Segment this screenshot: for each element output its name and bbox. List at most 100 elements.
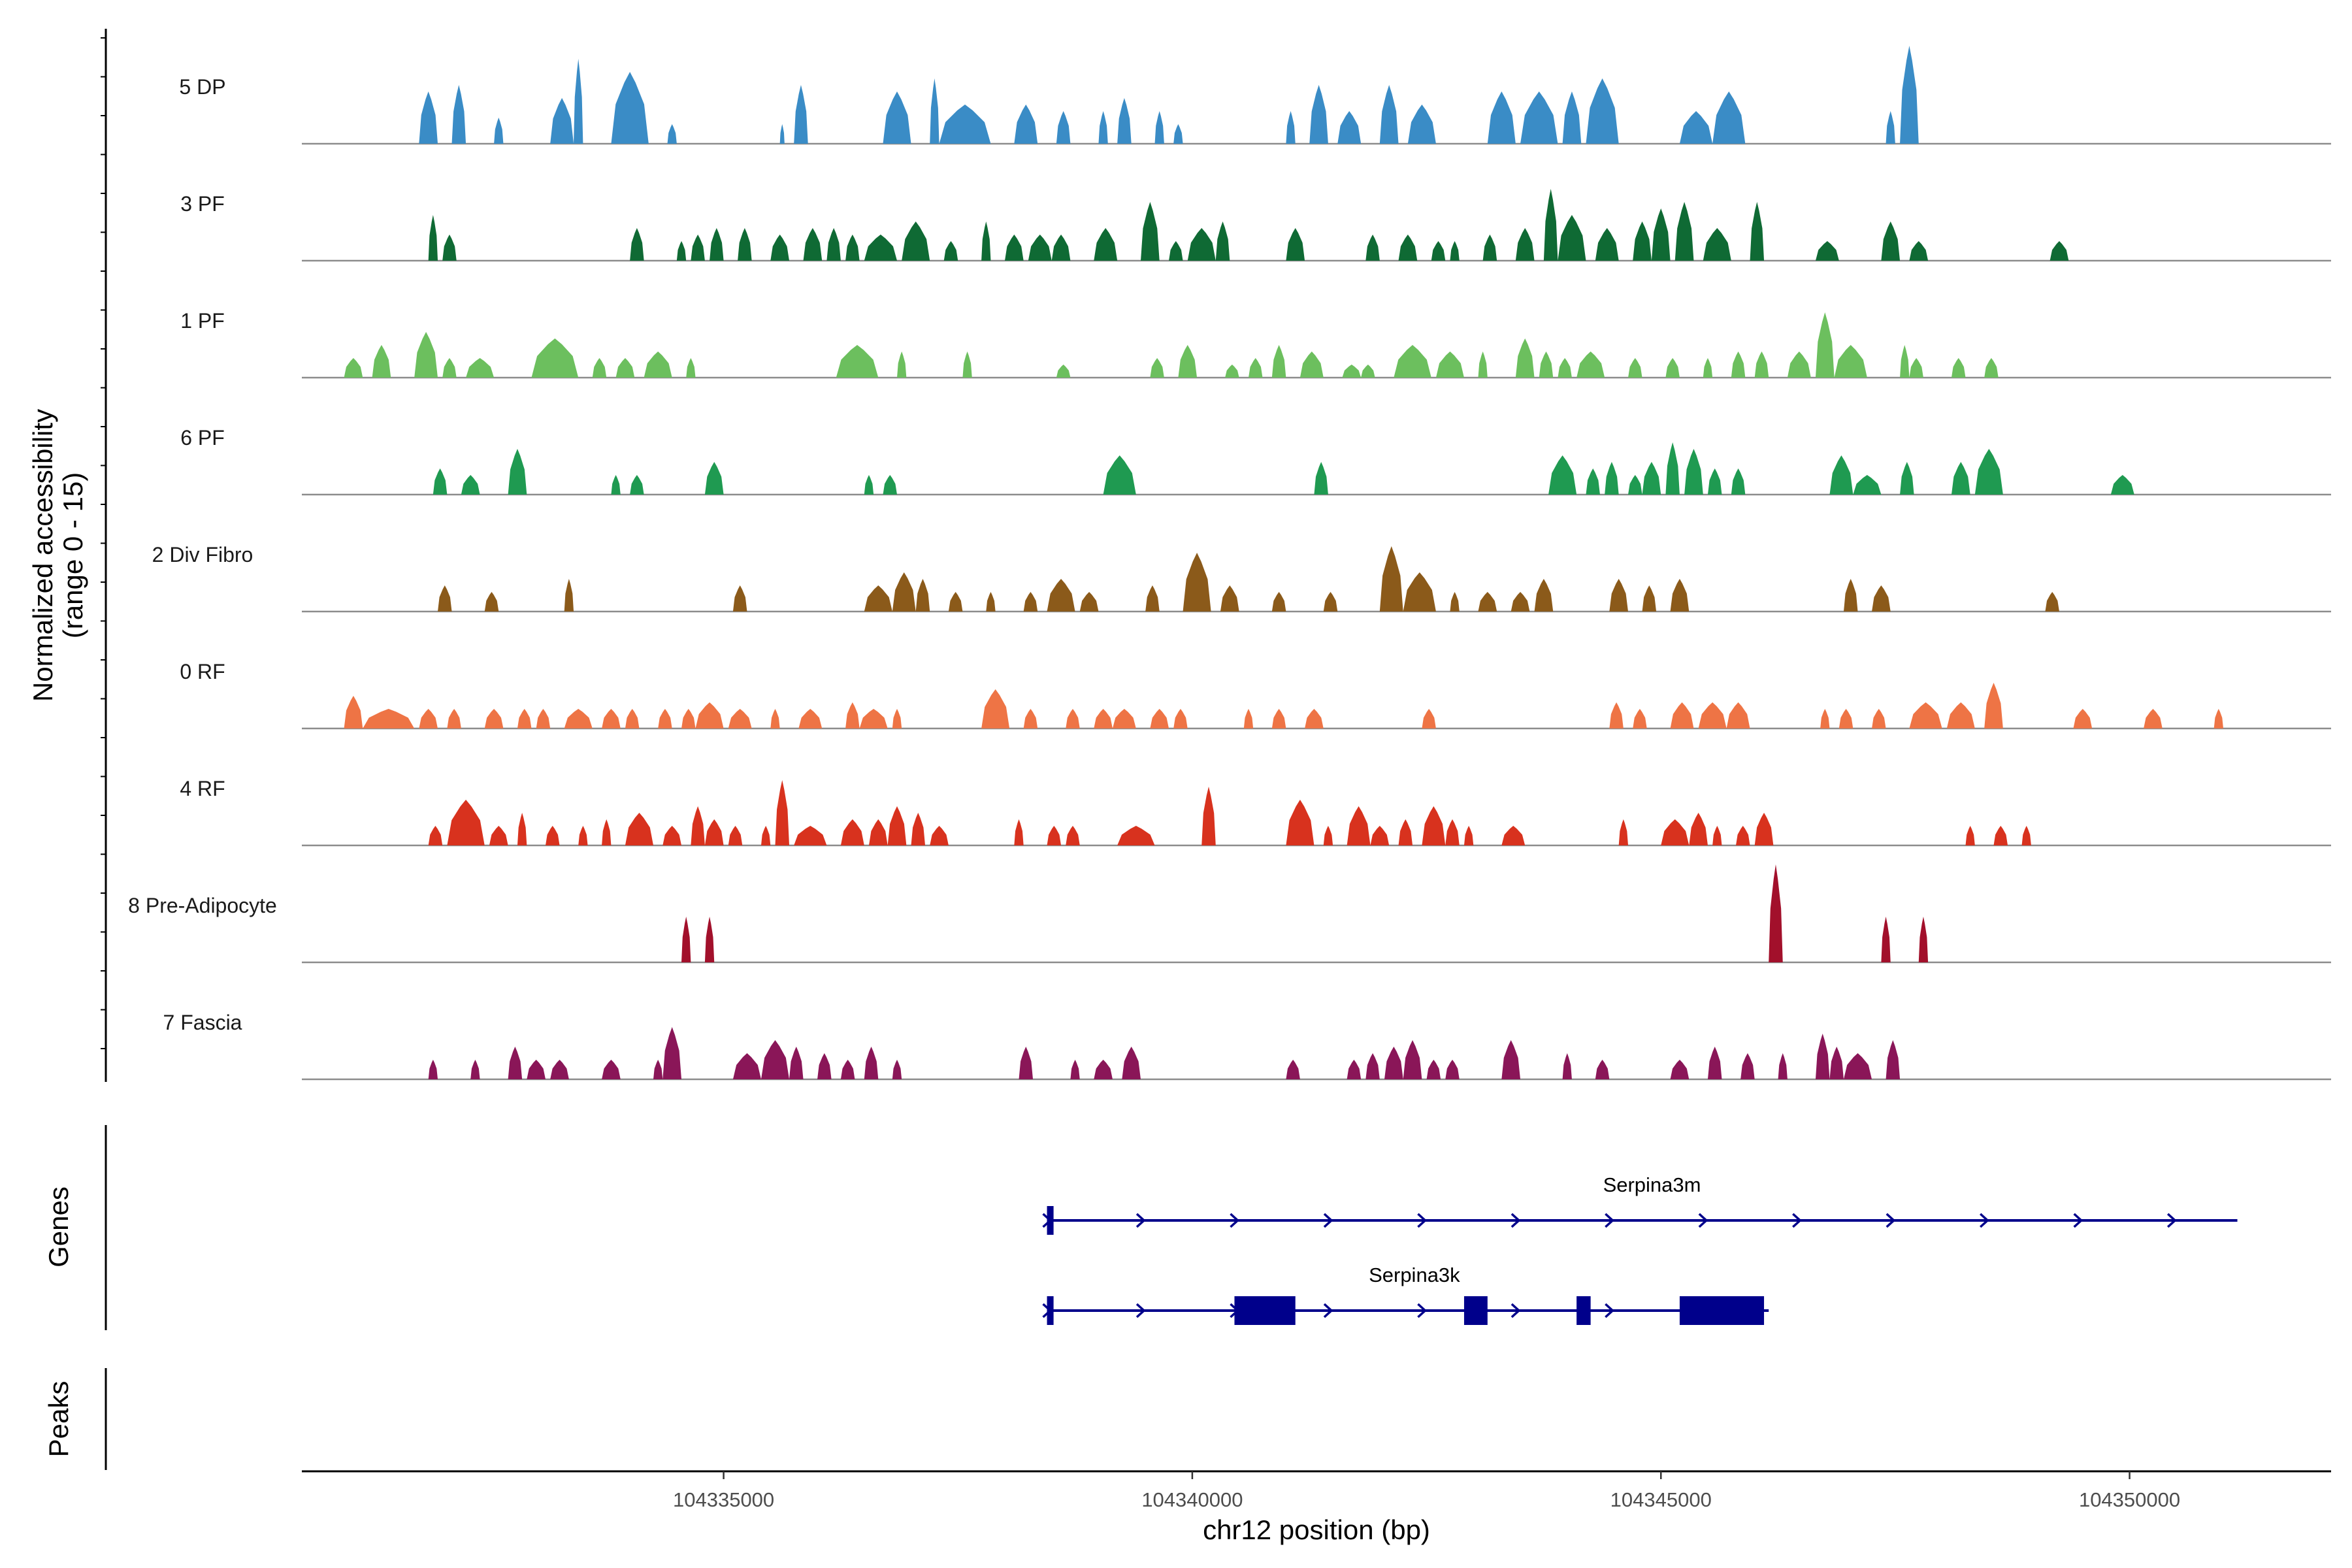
coverage-peak	[508, 1047, 523, 1079]
coverage-peak	[681, 917, 691, 962]
coverage-peak	[1243, 709, 1254, 728]
coverage-peak	[1886, 1040, 1901, 1079]
coverage-tracks: 5 DP 3 PF 1 PF 6 PF 2 Div Fibro 0 RF 4 RF 8 Pre…	[128, 46, 2331, 1081]
coverage-peak	[1843, 579, 1858, 612]
coverage-peak	[1215, 221, 1230, 261]
coverage-peak	[760, 826, 771, 845]
coverage-peak	[770, 709, 780, 728]
coverage-peak	[615, 358, 635, 378]
coverage-peak	[794, 826, 827, 845]
coverage-peak	[1379, 85, 1399, 144]
coverage-peak	[1829, 1047, 1844, 1079]
coverage-peak	[1642, 462, 1661, 495]
coverage-peak	[803, 228, 823, 261]
coverage-peak	[1618, 819, 1629, 845]
coverage-peak	[1117, 826, 1155, 845]
coverage-peak	[836, 345, 879, 378]
coverage-peak	[732, 585, 747, 612]
coverage-peak	[1070, 1060, 1080, 1079]
coverage-peak	[625, 709, 640, 728]
coverage-peak	[1169, 241, 1183, 261]
coverage-peak	[1445, 1060, 1460, 1079]
track-0-rf: 0 RF	[180, 660, 2331, 730]
coverage-peak	[1900, 345, 1910, 378]
coverage-peak	[1562, 91, 1582, 144]
coverage-peak	[1187, 228, 1216, 261]
coverage-peak	[1670, 579, 1690, 612]
coverage-peak	[1394, 345, 1431, 378]
coverage-peak	[2110, 475, 2134, 495]
strand-arrow	[2073, 1213, 2083, 1228]
coverage-peak	[1478, 592, 1497, 612]
coverage-peak	[658, 709, 672, 728]
coverage-peak	[484, 592, 499, 612]
coverage-peak	[1023, 709, 1038, 728]
coverage-peak	[1974, 449, 2003, 495]
coverage-peak	[840, 1060, 855, 1079]
coverage-peak	[602, 819, 612, 845]
track-label: 2 Div Fibro	[152, 543, 253, 566]
coverage-peak	[1754, 351, 1769, 378]
track-2-div-fibro: 2 Div Fibro	[152, 543, 2331, 613]
coverage-peak	[789, 1047, 804, 1079]
coverage-peak	[1703, 358, 1713, 378]
coverage-peak	[1365, 235, 1380, 261]
coverage-peak	[1299, 351, 1324, 378]
gene-serpina3k: Serpina3k	[1042, 1264, 1769, 1325]
coverage-peak	[1220, 585, 1239, 612]
strand-arrow	[1135, 1213, 1146, 1228]
coverage-peak	[1515, 338, 1535, 378]
exon	[1047, 1206, 1054, 1235]
coverage-peak	[1403, 572, 1436, 612]
coverage-peak	[840, 819, 864, 845]
coverage-peak	[630, 228, 644, 261]
coverage-peak	[1674, 202, 1694, 261]
strand-arrow	[1417, 1303, 1428, 1318]
coverage-peak	[738, 228, 752, 261]
coverage-peak	[1918, 917, 1929, 962]
coverage-peak	[1112, 709, 1136, 728]
coverage-peak	[883, 475, 897, 495]
track-8-pre-adipocyte: 8 Pre-Adipocyte	[128, 864, 2331, 964]
coverage-peak	[1150, 358, 1164, 378]
coverage-peak	[1731, 468, 1746, 495]
coverage-peak	[1872, 585, 1891, 612]
coverage-peak	[1815, 241, 1839, 261]
coverage-peak	[1422, 709, 1436, 728]
track-4-rf: 4 RF	[180, 777, 2331, 847]
coverage-peak	[428, 1060, 438, 1079]
coverage-peak	[1984, 683, 2003, 728]
coverage-peak	[419, 709, 438, 728]
coverage-peak	[1815, 1034, 1830, 1079]
coverage-peak	[1909, 702, 1942, 728]
coverage-peak	[451, 85, 466, 144]
coverage-peak	[611, 72, 649, 144]
coverage-peak	[1435, 351, 1464, 378]
coverage-peak	[2213, 709, 2224, 728]
coverage-peak	[1605, 462, 1619, 495]
coverage-peak	[1347, 806, 1371, 845]
coverage-peak	[1703, 228, 1731, 261]
coverage-peak	[1769, 864, 1783, 962]
coverage-peak	[1056, 111, 1071, 144]
coverage-peak	[1820, 709, 1830, 728]
coverage-peak	[447, 800, 485, 845]
coverage-peak	[1056, 365, 1071, 378]
coverage-peak	[728, 826, 743, 845]
coverage-peak	[1426, 1060, 1441, 1079]
coverage-peak	[911, 813, 926, 845]
coverage-peak	[845, 235, 860, 261]
coverage-peak	[1150, 709, 1169, 728]
coverage-peak	[1145, 585, 1160, 612]
coverage-peak	[1609, 702, 1624, 728]
coverage-peak	[1384, 1047, 1403, 1079]
y-axis-ticks	[101, 37, 106, 1049]
coverage-peak	[1515, 228, 1535, 261]
coverage-peak	[1286, 1060, 1300, 1079]
strand-arrow	[1323, 1303, 1333, 1318]
coverage-peak	[864, 1047, 879, 1079]
coverage-peak	[644, 351, 672, 378]
coverage-peak	[1731, 351, 1746, 378]
coverage-peak	[1361, 365, 1375, 378]
